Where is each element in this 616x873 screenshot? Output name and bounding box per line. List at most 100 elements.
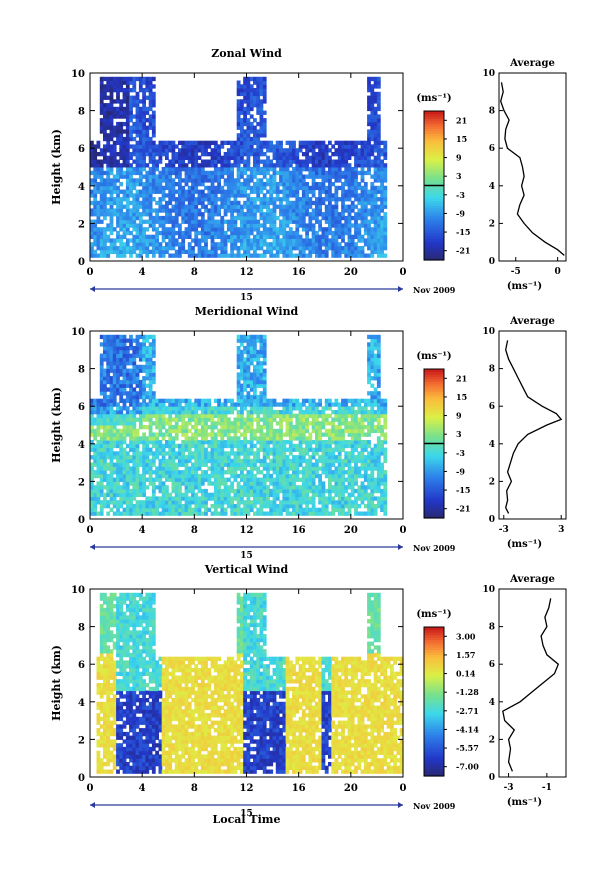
colorbar-tick-label: -21 (456, 504, 470, 514)
profile-title: Average (509, 574, 555, 585)
x-tick-label: 0 (400, 267, 407, 278)
colorbar-unit: (ms⁻¹) (416, 93, 451, 104)
profile-y-tick: 6 (489, 144, 495, 154)
date-label: Nov 2009 (413, 285, 456, 295)
colorbar-tick-label: -7.00 (456, 762, 479, 772)
colorbar-tick-label: 1.57 (456, 650, 475, 660)
date-label: Nov 2009 (413, 543, 456, 553)
x-tick-label: 16 (292, 267, 306, 278)
profile-title: Average (509, 316, 555, 327)
y-tick-label: 0 (78, 515, 85, 526)
x-tick-label: 4 (139, 267, 146, 278)
colorbar-tick-label: -2.71 (456, 706, 479, 716)
colorbar-tick-label: -4.14 (456, 724, 479, 734)
colorbar-tick-label: -9 (456, 208, 465, 218)
colorbar: 21 15 9 3 -3 -9 -15 -21 (ms⁻¹) (416, 351, 470, 519)
x-tick-label: 8 (191, 783, 198, 794)
colorbar-tick-label: 3.00 (456, 631, 476, 641)
colorbar-tick-label: 9 (456, 153, 462, 163)
day-label: 15 (240, 809, 253, 819)
colorbar-tick-label: 21 (456, 115, 467, 125)
panel-title: Zonal Wind (211, 47, 282, 60)
y-tick-label: 2 (78, 477, 85, 488)
panel-title: Meridional Wind (195, 305, 299, 318)
x-tick-label: 12 (240, 783, 254, 794)
x-tick-label: 0 (400, 783, 407, 794)
average-profile: Average 0 2 4 6 8 10 -5 0 (ms⁻¹) (482, 58, 567, 292)
profile-line (505, 340, 563, 514)
profile-x-tick: 0 (554, 267, 560, 277)
profile-y-tick: 10 (482, 327, 495, 337)
y-tick-label: 2 (78, 735, 85, 746)
profile-frame (498, 330, 567, 520)
x-tick-label: 8 (191, 525, 198, 536)
x-tick-label: 0 (400, 525, 407, 536)
colorbar-tick-label: 21 (456, 373, 467, 383)
x-tick-label: 12 (240, 525, 254, 536)
profile-line (502, 598, 560, 772)
y-tick-label: 6 (78, 660, 85, 671)
profile-y-tick: 10 (482, 69, 495, 79)
day-label: 15 (240, 551, 253, 561)
x-tick-label: 0 (87, 267, 94, 278)
y-tick-label: 10 (71, 585, 85, 596)
y-tick-label: 4 (78, 182, 85, 193)
profile-y-tick: 2 (489, 735, 495, 745)
profile-title: Average (509, 58, 555, 69)
colorbar-tick-label: -15 (456, 227, 470, 237)
colorbar-tick-label: -1.28 (456, 687, 479, 697)
profile-y-tick: 8 (489, 107, 495, 117)
x-tick-label: 12 (240, 267, 254, 278)
y-tick-label: 4 (78, 698, 85, 709)
x-tick-label: 16 (292, 525, 306, 536)
colorbar-tick-label: -9 (456, 466, 465, 476)
x-tick-label: 4 (139, 783, 146, 794)
x-tick-label: 8 (191, 267, 198, 278)
x-tick-label: 4 (139, 525, 146, 536)
profile-y-tick: 6 (489, 660, 495, 670)
profile-y-tick: 0 (489, 773, 495, 783)
day-label: 15 (240, 293, 253, 303)
y-tick-label: 10 (71, 327, 85, 338)
profile-y-tick: 0 (489, 515, 495, 525)
x-tick-label: 20 (344, 267, 358, 278)
profile-y-tick: 4 (489, 182, 495, 192)
colorbar-unit: (ms⁻¹) (416, 351, 451, 362)
y-tick-label: 0 (78, 773, 85, 784)
profile-line (500, 82, 565, 256)
profile-y-tick: 8 (489, 365, 495, 375)
y-tick-label: 6 (78, 144, 85, 155)
colorbar-tick-label: 15 (456, 392, 467, 402)
profile-x-tick: -3 (499, 525, 509, 535)
profile-y-tick: 2 (489, 219, 495, 229)
heatmap-cells (90, 334, 388, 516)
y-axis-label: Height (km) (50, 645, 63, 721)
x-tick-label: 0 (87, 783, 94, 794)
y-tick-label: 0 (78, 257, 85, 268)
colorbar-tick-label: 9 (456, 411, 462, 421)
colorbar-tick-label: 0.14 (456, 669, 476, 679)
average-profile: Average 0 2 4 6 8 10 -3 -1(ms⁻¹) (482, 574, 567, 808)
profile-frame (498, 588, 567, 778)
heatmap-cells (90, 76, 388, 258)
colorbar-tick-label: 3 (456, 429, 462, 439)
profile-y-tick: 4 (489, 698, 495, 708)
profile-y-tick: 2 (489, 477, 495, 487)
y-tick-label: 8 (78, 623, 85, 634)
profile-y-tick: 8 (489, 623, 495, 633)
colorbar-tick-label: 3 (456, 171, 462, 181)
x-tick-label: 20 (344, 783, 358, 794)
profile-x-tick: 3 (558, 525, 564, 535)
x-tick-label: 20 (344, 525, 358, 536)
panel-title: Vertical Wind (204, 563, 289, 576)
colorbar: 3.00 1.57 0.14 -1.28 -2.71 -4.14 -5.57 -7.00 (ms… (416, 609, 479, 777)
colorbar-tick-label: -21 (456, 246, 470, 256)
y-tick-label: 6 (78, 402, 85, 413)
profile-y-tick: 6 (489, 402, 495, 412)
profile-y-tick: 4 (489, 440, 495, 450)
profile-y-tick: 0 (489, 257, 495, 267)
colorbar-tick-label: -5.57 (456, 743, 479, 753)
colorbar-unit: (ms⁻¹) (416, 609, 451, 620)
